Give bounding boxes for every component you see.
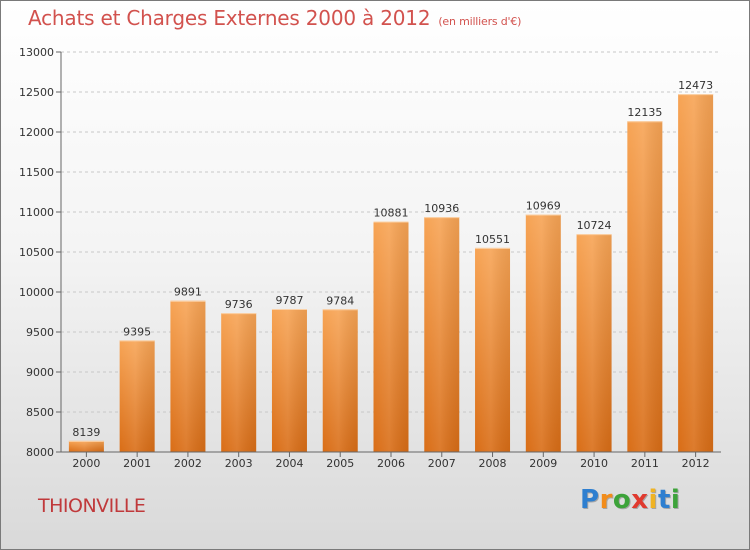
chart-subtitle: (en milliers d'€) <box>438 15 522 28</box>
bar-shine <box>627 121 663 452</box>
y-tick-label: 11500 <box>19 166 54 179</box>
bar-value-label: 9395 <box>123 325 151 338</box>
bar-shine <box>373 221 409 452</box>
x-tick-label: 2009 <box>529 457 557 470</box>
bar-shine <box>68 440 104 452</box>
y-tick-label: 9000 <box>26 366 54 379</box>
x-tick-label: 2005 <box>326 457 354 470</box>
bar-value-label: 9891 <box>174 286 202 299</box>
axes: 8000 8500 9000 9500 10000 10500 11000 11500 1200… <box>19 46 721 470</box>
y-tick-label: 12500 <box>19 86 54 99</box>
bar-shine <box>322 309 358 452</box>
logo-letter: t <box>657 485 671 515</box>
bar-shine <box>119 340 155 452</box>
bar-value-label: 8139 <box>72 426 100 439</box>
y-tick-label: 8500 <box>26 406 54 419</box>
bar-shine <box>678 94 714 452</box>
x-tick-label: 2004 <box>275 457 303 470</box>
logo-letter: r <box>599 485 613 515</box>
x-tick-label: 2003 <box>225 457 253 470</box>
bar-shine <box>170 300 206 452</box>
x-tick-label: 2000 <box>72 457 100 470</box>
x-tick-label: 2006 <box>377 457 405 470</box>
x-tick-label: 2012 <box>682 457 710 470</box>
bar-value-label: 9736 <box>225 298 253 311</box>
bar-shine <box>271 309 307 452</box>
x-tick-label: 2008 <box>479 457 507 470</box>
bar-value-label: 10551 <box>475 233 510 246</box>
logo-letter: i <box>670 485 681 515</box>
y-tick-label: 9500 <box>26 326 54 339</box>
y-tick-label: 13000 <box>19 46 54 59</box>
y-tick-label: 12000 <box>19 126 54 139</box>
y-tick-label: 10000 <box>19 286 54 299</box>
bar-value-label: 10881 <box>374 207 409 220</box>
y-tick-label: 8000 <box>26 446 54 459</box>
bar-value-label: 9787 <box>275 294 303 307</box>
x-tick-label: 2011 <box>631 457 659 470</box>
city-name: THIONVILLE <box>38 495 146 517</box>
y-tick-label: 11000 <box>19 206 54 219</box>
logo-letter: o <box>612 485 632 515</box>
y-tick-label: 10500 <box>19 246 54 259</box>
bar-value-label: 10724 <box>577 219 612 232</box>
bar-shine <box>221 313 257 452</box>
x-tick-label: 2010 <box>580 457 608 470</box>
bar-shine <box>576 234 612 452</box>
x-tick-label: 2002 <box>174 457 202 470</box>
proxiti-logo: Proxiti <box>580 485 680 515</box>
bar-shine <box>475 247 511 452</box>
x-tick-label: 2007 <box>428 457 456 470</box>
bars: 8139 9395 9891 9736 9787 9784 10881 10936 10551 1… <box>68 79 714 452</box>
logo-letter: x <box>631 485 649 515</box>
title-text: Achats et Charges Externes 2000 à 2012 <box>28 6 431 30</box>
bar-shine <box>424 217 460 452</box>
bar-value-label: 10936 <box>424 202 459 215</box>
bar-shine <box>525 214 561 452</box>
logo-letter: P <box>580 485 600 515</box>
bar-value-label: 12135 <box>627 106 662 119</box>
bar-value-label: 12473 <box>678 79 713 92</box>
bar-value-label: 10969 <box>526 199 561 212</box>
logo-letter: i <box>648 485 658 515</box>
bar-value-label: 9784 <box>326 294 354 307</box>
chart-title: Achats et Charges Externes 2000 à 2012 (e… <box>28 6 521 30</box>
x-tick-label: 2001 <box>123 457 151 470</box>
